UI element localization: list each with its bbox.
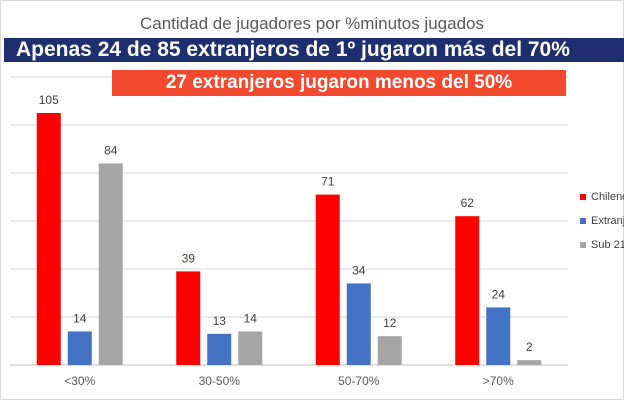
data-label: 24 [492, 287, 506, 301]
data-label: 105 [39, 93, 59, 107]
bar [455, 216, 480, 365]
x-tick-label: <30% [64, 374, 95, 388]
bar [67, 331, 92, 365]
data-label: 13 [213, 314, 227, 328]
bar [377, 336, 402, 365]
x-tick-label: 30-50% [199, 374, 241, 388]
legend-label: Chilenos [591, 191, 624, 203]
data-label: 14 [244, 311, 258, 325]
data-label: 2 [526, 340, 533, 354]
data-labels: 105 14 84 39 13 14 71 34 12 62 24 2 [39, 93, 533, 354]
x-tick-label: 50-70% [338, 374, 380, 388]
legend-swatch [580, 194, 586, 200]
legend-swatch [580, 218, 586, 224]
gridlines [10, 76, 568, 366]
bar [486, 307, 511, 365]
legend-item: Sub 21 [580, 238, 624, 252]
bar [36, 113, 61, 365]
bar [176, 271, 201, 365]
data-label: 12 [383, 316, 397, 330]
chart-title: Cantidad de jugadores por %minutos jugad… [139, 14, 484, 33]
legend-swatch [580, 242, 586, 248]
legend-item: Extranjeros [580, 214, 624, 228]
x-tick-label: >70% [483, 374, 514, 388]
bar [238, 331, 263, 365]
data-label: 39 [182, 251, 196, 265]
bar [207, 333, 232, 365]
legend-label: Sub 21 [591, 239, 624, 251]
x-tick-labels: <30% 30-50% 50-70% >70% [64, 374, 514, 388]
bar [315, 194, 340, 365]
legend-item: Chilenos [580, 190, 624, 204]
subheadline-banner: 27 extranjeros jugaron menos del 50% [112, 70, 566, 96]
bars [36, 113, 542, 365]
legend-label: Extranjeros [591, 215, 624, 227]
legend: Chilenos Extranjeros Sub 21 [580, 190, 624, 262]
data-label: 71 [321, 175, 335, 189]
data-label: 14 [73, 311, 87, 325]
bar [346, 283, 371, 365]
data-label: 34 [352, 263, 366, 277]
headline-banner: Apenas 24 de 85 extranjeros de 1º jugaro… [4, 38, 624, 62]
data-label: 62 [461, 196, 475, 210]
bar [98, 163, 123, 365]
data-label: 84 [104, 143, 118, 157]
bar [517, 360, 542, 365]
